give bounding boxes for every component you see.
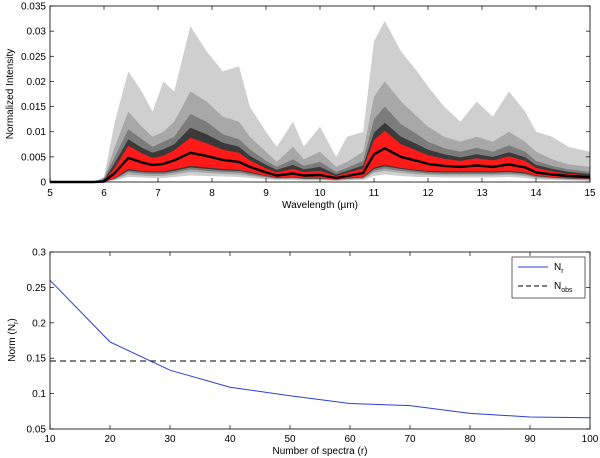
y-axis-ticks: 0.05 0.1 0.15 0.2 0.25 0.3 [27,248,590,436]
x-tick-label: 10 [44,434,56,445]
x-tick-label: 9 [263,188,269,199]
x-tick-label: 50 [284,434,296,445]
y-tick-label: 0.05 [27,425,47,436]
x-tick-label: 12 [422,188,434,199]
percentile-bands [50,21,590,182]
y-axis-label: Norm (Nr) [7,318,20,361]
x-tick-label: 5 [47,188,53,199]
x-tick-label: 40 [224,434,236,445]
x-tick-label: 11 [369,188,380,199]
series-lines [49,279,591,419]
y-tick-label: 0.015 [21,102,46,113]
median-path [50,147,591,184]
plot-frame-bottom [49,251,591,430]
spectra-chart: 5 6 7 8 9 10 11 12 13 14 15 0 0.005 0.01 0.015 0.02 0.0… [5,2,596,212]
y-tick-label: 0.02 [27,77,47,88]
y-tick-label: 0.3 [32,248,46,259]
x-axis-ticks: 5 6 7 8 9 10 11 12 13 14 15 [47,6,596,199]
x-tick-label: 6 [101,188,107,199]
x-tick-label: 10 [314,188,326,199]
x-tick-label: 14 [530,188,542,199]
y-tick-label: 0.01 [27,127,47,138]
norm-chart: 10 20 30 40 50 60 70 80 90 100 0.05 0.1 0.15 0.2 0.25… [7,248,599,458]
x-tick-label: 15 [584,188,596,199]
y-tick-label: 0.03 [27,27,47,38]
x-tick-label: 20 [104,434,116,445]
y-tick-label: 0 [40,178,46,189]
x-tick-label: 60 [344,434,356,445]
y-tick-label: 0.025 [21,52,46,63]
y-axis-label: Normalized Intensity [5,49,16,140]
y-axis-label-text: Norm (Nr) [7,318,20,361]
x-tick-label: 7 [155,188,161,199]
x-tick-label: 8 [209,188,215,199]
y-tick-label: 0.035 [21,2,46,13]
x-tick-label: 70 [404,434,416,445]
series-line-nr [49,279,591,419]
legend-box [511,256,586,299]
x-axis-label: Number of spectra (r) [272,446,367,457]
y-tick-label: 0.15 [27,354,47,365]
x-tick-label: 13 [476,188,488,199]
legend: Nr Nobs [511,256,586,299]
x-tick-label: 30 [164,434,176,445]
y-axis-ticks: 0 0.005 0.01 0.015 0.02 0.025 0.03 0.035 [21,2,590,189]
x-tick-label: 90 [524,434,536,445]
x-tick-label: 80 [464,434,476,445]
y-tick-label: 0.2 [32,318,46,329]
legend-label-nr: Nr [554,262,564,275]
x-axis-ticks: 10 20 30 40 50 60 70 80 90 100 [44,252,599,445]
band-core [50,130,590,182]
x-axis-label: Wavelength (µm) [282,200,358,211]
y-tick-label: 0.1 [32,389,46,400]
y-tick-label: 0.25 [27,283,47,294]
y-tick-label: 0.005 [21,152,46,163]
median-line [50,147,591,184]
x-tick-label: 100 [582,434,599,445]
